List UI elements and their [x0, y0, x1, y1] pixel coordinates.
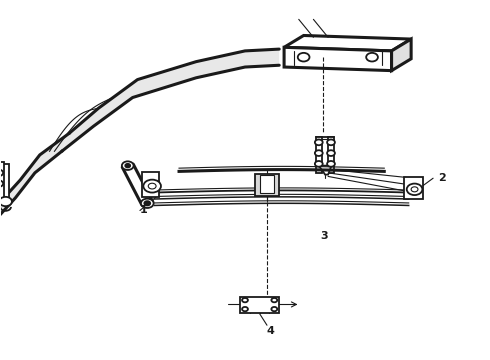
Circle shape: [122, 161, 134, 170]
Circle shape: [327, 150, 335, 156]
Circle shape: [242, 298, 248, 302]
Text: 1: 1: [140, 206, 147, 216]
Text: 2: 2: [438, 173, 446, 183]
Circle shape: [327, 139, 335, 145]
Text: 4: 4: [267, 325, 275, 336]
Circle shape: [0, 197, 12, 206]
Circle shape: [271, 298, 277, 302]
Polygon shape: [255, 174, 279, 196]
Circle shape: [407, 184, 422, 195]
Circle shape: [315, 139, 323, 145]
Polygon shape: [316, 137, 322, 173]
Circle shape: [0, 170, 3, 176]
Circle shape: [242, 307, 248, 311]
Polygon shape: [284, 36, 411, 51]
Circle shape: [144, 180, 161, 193]
Circle shape: [315, 161, 323, 167]
Circle shape: [366, 53, 378, 62]
Polygon shape: [62, 49, 279, 151]
Circle shape: [125, 164, 130, 167]
Circle shape: [0, 180, 3, 187]
Circle shape: [271, 307, 277, 311]
Polygon shape: [260, 175, 274, 193]
Polygon shape: [0, 162, 4, 202]
Polygon shape: [328, 137, 334, 173]
Circle shape: [145, 201, 150, 206]
Circle shape: [327, 161, 335, 167]
Text: 3: 3: [321, 231, 328, 240]
Polygon shape: [240, 297, 279, 313]
Polygon shape: [0, 164, 9, 200]
Polygon shape: [0, 134, 69, 220]
Circle shape: [315, 150, 323, 156]
Circle shape: [141, 199, 154, 208]
Circle shape: [298, 53, 310, 62]
Polygon shape: [319, 166, 331, 175]
Polygon shape: [404, 177, 423, 199]
Polygon shape: [284, 47, 392, 71]
Polygon shape: [143, 172, 159, 197]
Polygon shape: [392, 39, 411, 71]
